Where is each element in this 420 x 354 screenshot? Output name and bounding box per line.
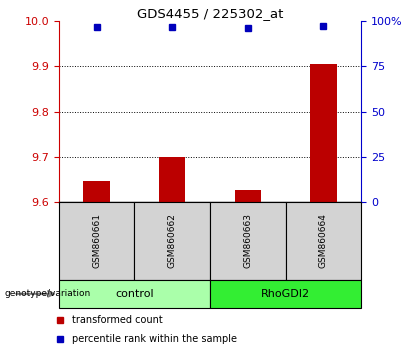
Bar	[310, 64, 336, 202]
Bar	[210, 280, 361, 308]
Text: GSM860664: GSM860664	[319, 213, 328, 268]
Bar	[59, 280, 210, 308]
Text: genotype/variation: genotype/variation	[4, 289, 90, 298]
Bar	[159, 157, 186, 202]
Bar	[234, 190, 261, 202]
Text: percentile rank within the sample: percentile rank within the sample	[72, 333, 237, 344]
Title: GDS4455 / 225302_at: GDS4455 / 225302_at	[137, 7, 283, 20]
Text: control: control	[115, 289, 154, 299]
Text: GSM860662: GSM860662	[168, 213, 177, 268]
Bar	[59, 202, 134, 280]
Text: RhoGDI2: RhoGDI2	[261, 289, 310, 299]
Bar	[286, 202, 361, 280]
Bar	[210, 202, 286, 280]
Bar	[134, 202, 210, 280]
Text: transformed count: transformed count	[72, 315, 163, 325]
Text: GSM860663: GSM860663	[243, 213, 252, 268]
Text: GSM860661: GSM860661	[92, 213, 101, 268]
Bar	[83, 182, 110, 202]
